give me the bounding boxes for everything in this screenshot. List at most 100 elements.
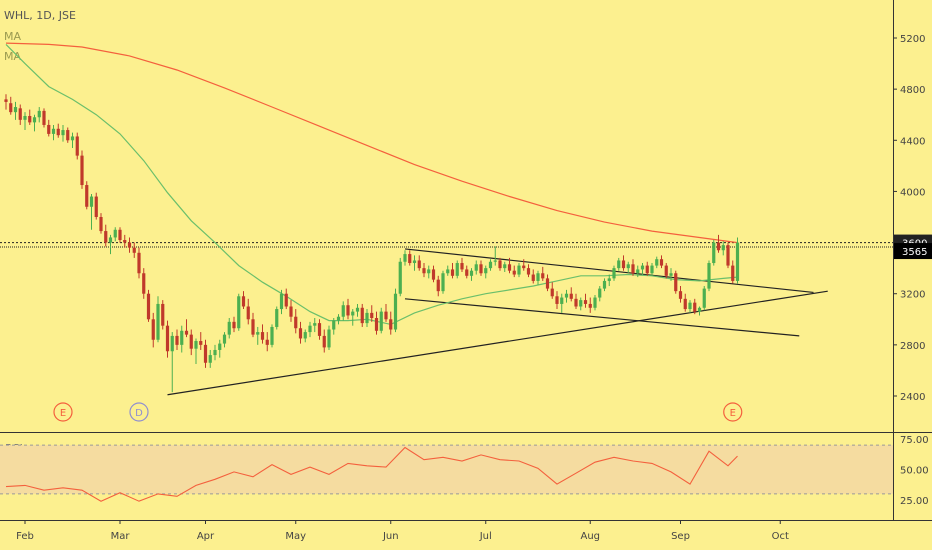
candle-body[interactable]	[303, 332, 307, 339]
candle-body[interactable]	[213, 349, 217, 356]
candle-body[interactable]	[450, 269, 455, 276]
candle-body[interactable]	[351, 311, 355, 316]
candle-body[interactable]	[208, 355, 212, 363]
event-marker-2[interactable]	[723, 402, 743, 422]
candle-body[interactable]	[108, 237, 113, 243]
candle-body[interactable]	[165, 325, 170, 352]
candle-body[interactable]	[184, 330, 189, 335]
candle-body[interactable]	[384, 311, 388, 320]
candle-body[interactable]	[688, 302, 692, 310]
candle-body[interactable]	[422, 268, 426, 274]
candle-body[interactable]	[327, 329, 331, 348]
trendline-1[interactable]	[404, 248, 814, 294]
candle-body[interactable]	[289, 306, 293, 317]
candle-body[interactable]	[465, 269, 469, 276]
candle-body[interactable]	[621, 260, 626, 269]
candle-body[interactable]	[298, 328, 303, 339]
candle-body[interactable]	[712, 242, 716, 264]
candle-body[interactable]	[588, 303, 592, 308]
candle-body[interactable]	[645, 265, 649, 274]
candle-body[interactable]	[431, 269, 436, 280]
candle-body[interactable]	[218, 343, 222, 350]
candle-body[interactable]	[189, 334, 193, 349]
candle-body[interactable]	[593, 297, 597, 308]
candle-body[interactable]	[346, 305, 350, 316]
candle-body[interactable]	[13, 107, 18, 113]
candle-body[interactable]	[28, 115, 32, 123]
candle-body[interactable]	[631, 264, 635, 274]
candle-body[interactable]	[355, 307, 360, 312]
candle-body[interactable]	[32, 117, 37, 123]
candle-body[interactable]	[412, 260, 417, 264]
candle-body[interactable]	[441, 273, 445, 292]
candle-body[interactable]	[360, 307, 364, 324]
event-marker-1[interactable]	[129, 402, 149, 422]
candle-body[interactable]	[151, 319, 155, 340]
candle-body[interactable]	[579, 300, 583, 307]
candle-body[interactable]	[427, 269, 431, 274]
candle-body[interactable]	[735, 242, 740, 281]
candle-body[interactable]	[479, 264, 483, 274]
candle-body[interactable]	[469, 270, 474, 276]
candle-body[interactable]	[85, 185, 89, 207]
candle-body[interactable]	[279, 293, 284, 310]
candle-body[interactable]	[61, 130, 65, 136]
candle-body[interactable]	[683, 298, 687, 310]
candle-body[interactable]	[104, 231, 108, 243]
candle-body[interactable]	[517, 265, 521, 275]
candle-body[interactable]	[602, 280, 607, 289]
candle-body[interactable]	[332, 320, 336, 330]
candle-body[interactable]	[693, 302, 697, 312]
candle-body[interactable]	[655, 259, 659, 266]
candle-body[interactable]	[313, 323, 317, 326]
candle-body[interactable]	[170, 335, 174, 352]
candle-body[interactable]	[541, 273, 545, 279]
candle-body[interactable]	[232, 321, 236, 329]
candle-body[interactable]	[341, 305, 345, 317]
candle-body[interactable]	[251, 319, 255, 335]
candle-body[interactable]	[161, 303, 165, 326]
candle-body[interactable]	[227, 321, 231, 335]
candle-body[interactable]	[664, 265, 668, 276]
candle-body[interactable]	[265, 339, 269, 345]
candle-body[interactable]	[89, 196, 94, 207]
candle-body[interactable]	[408, 254, 412, 264]
candle-body[interactable]	[365, 312, 369, 324]
candle-body[interactable]	[175, 335, 179, 345]
candle-body[interactable]	[123, 240, 127, 243]
moving-average-2[interactable]	[5, 43, 738, 326]
candle-body[interactable]	[607, 278, 611, 281]
candle-body[interactable]	[659, 259, 664, 266]
candle-body[interactable]	[374, 318, 379, 331]
candle-body[interactable]	[294, 316, 298, 329]
candle-body[interactable]	[23, 115, 27, 120]
candle-body[interactable]	[702, 288, 706, 308]
candle-body[interactable]	[18, 108, 22, 120]
event-marker-0[interactable]	[53, 402, 73, 422]
candle-body[interactable]	[37, 110, 41, 118]
candle-body[interactable]	[308, 325, 312, 333]
candle-body[interactable]	[9, 103, 13, 113]
candle-body[interactable]	[574, 298, 578, 307]
candle-body[interactable]	[146, 293, 151, 320]
trendline-0[interactable]	[167, 290, 828, 396]
candle-body[interactable]	[417, 260, 421, 269]
candle-body[interactable]	[650, 265, 654, 274]
candle-body[interactable]	[522, 265, 526, 269]
candle-body[interactable]	[99, 217, 103, 232]
candle-body[interactable]	[70, 136, 75, 141]
candle-body[interactable]	[389, 319, 393, 330]
candle-body[interactable]	[118, 229, 122, 241]
candle-body[interactable]	[398, 261, 402, 294]
candle-body[interactable]	[180, 330, 184, 345]
candle-body[interactable]	[403, 254, 407, 262]
candle-body[interactable]	[598, 288, 602, 298]
candle-body[interactable]	[716, 242, 721, 251]
candle-body[interactable]	[484, 268, 488, 274]
candle-body[interactable]	[498, 260, 502, 269]
candle-body[interactable]	[237, 296, 241, 329]
candle-body[interactable]	[379, 311, 383, 331]
candle-body[interactable]	[113, 229, 117, 238]
candle-body[interactable]	[75, 136, 79, 156]
